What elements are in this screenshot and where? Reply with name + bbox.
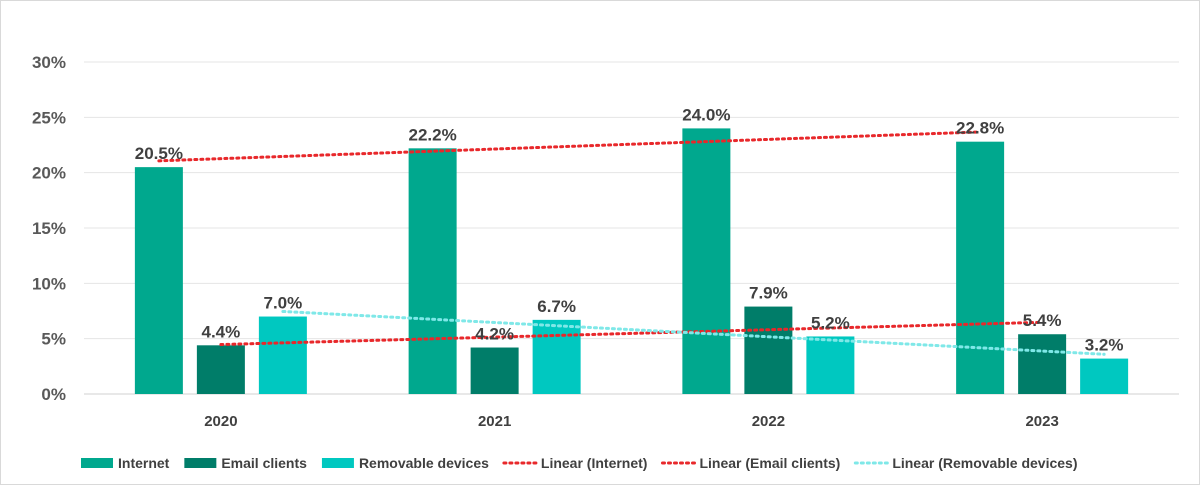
data-label: 4.2% [475, 325, 514, 344]
data-label: 20.5% [135, 144, 183, 163]
legend-label: Removable devices [359, 455, 489, 471]
data-label: 4.4% [202, 322, 241, 341]
bar-internet [682, 128, 731, 394]
y-tick-label: 30% [32, 53, 66, 72]
y-tick-label: 20% [32, 164, 66, 183]
bar-email-clients [744, 306, 793, 394]
bar-email-clients [470, 347, 519, 394]
trendline [281, 309, 1106, 356]
legend-label: Internet [118, 455, 170, 471]
x-category-label: 2022 [752, 413, 785, 430]
y-tick-label: 15% [32, 219, 66, 238]
bar-internet [956, 141, 1005, 394]
legend-label: Email clients [221, 455, 307, 471]
legend-label: Linear (Internet) [541, 455, 648, 471]
legend-swatch [184, 458, 217, 468]
legend-label: Linear (Removable devices) [892, 455, 1077, 471]
trendline [219, 320, 1044, 347]
x-category-label: 2021 [478, 413, 511, 430]
data-label: 22.2% [409, 125, 457, 144]
bar-removable-devices [806, 336, 855, 394]
bar-removable-devices [1080, 358, 1129, 394]
data-label: 5.4% [1023, 311, 1062, 330]
legend-swatch [321, 458, 354, 468]
data-labels: 20.5% 4.4% 7.0% 22.2% 4.2% 6.7% 24.0% 7.9% 5.2% 2… [135, 105, 1124, 354]
data-label: 22.8% [956, 119, 1004, 138]
x-category-label: 2023 [1025, 413, 1058, 430]
x-category-label: 2020 [204, 413, 237, 430]
data-label: 7.9% [749, 284, 788, 303]
x-axis-categories: 2020 2021 2022 2023 [204, 413, 1059, 430]
y-axis-ticks: 0% 5% 10% 15% 20% 25% 30% [32, 53, 66, 404]
trendline [157, 130, 982, 163]
legend: Internet Email clients Removable devices Li… [81, 455, 1078, 471]
data-label: 24.0% [682, 105, 730, 124]
y-tick-label: 5% [41, 330, 66, 349]
legend-label: Linear (Email clients) [699, 455, 840, 471]
bar-removable-devices [532, 319, 581, 394]
bar-email-clients [196, 345, 245, 394]
trendlines [157, 130, 1106, 356]
y-tick-label: 0% [41, 385, 66, 404]
y-tick-label: 10% [32, 274, 66, 293]
bar-email-clients [1018, 334, 1067, 394]
bar-internet [408, 148, 457, 394]
data-label: 5.2% [811, 313, 850, 332]
data-label: 7.0% [264, 294, 303, 313]
data-label: 6.7% [537, 297, 576, 316]
bars [134, 128, 1129, 394]
data-label: 3.2% [1085, 336, 1124, 355]
bar-removable-devices [258, 316, 307, 394]
bar-internet [134, 167, 183, 394]
y-tick-label: 25% [32, 108, 66, 127]
legend-swatch [81, 458, 113, 468]
